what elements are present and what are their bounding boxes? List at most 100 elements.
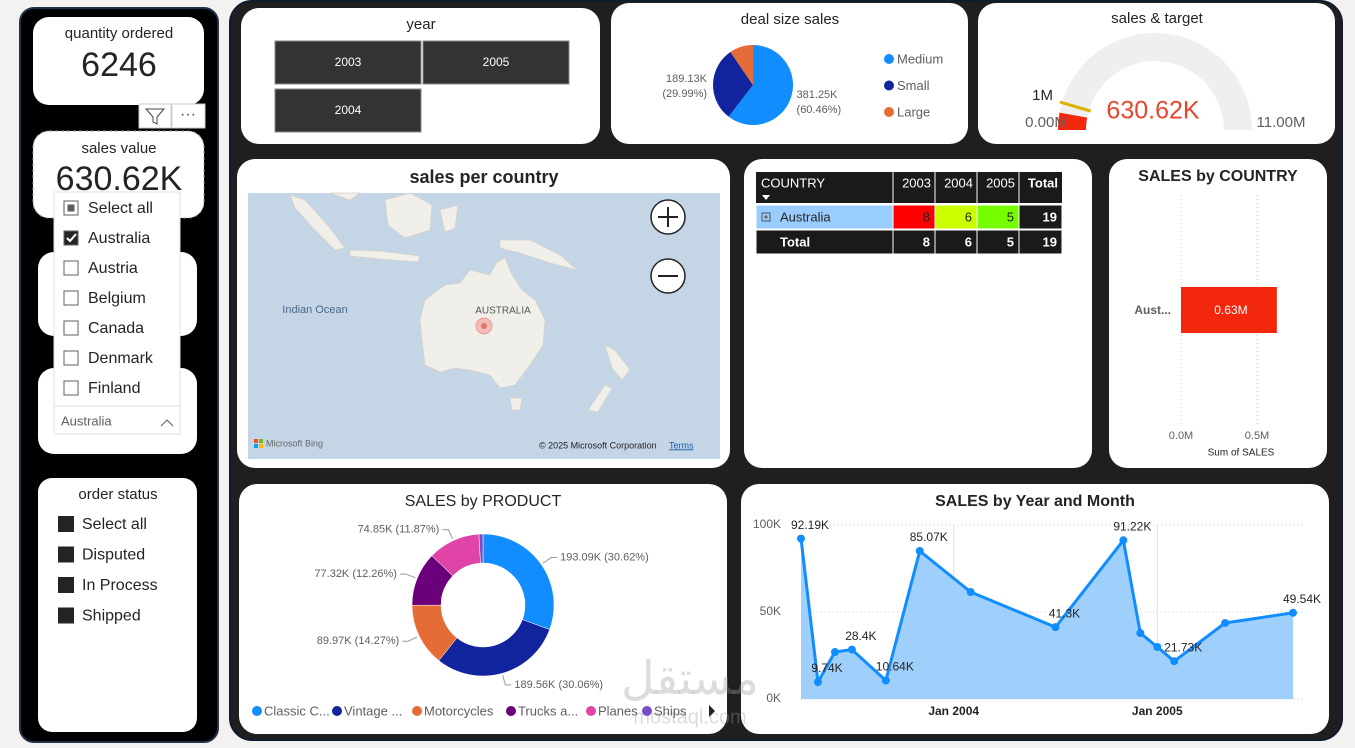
- point: [847, 645, 856, 654]
- year-button[interactable]: [274, 40, 422, 85]
- data-label: 41.3K: [1049, 606, 1080, 620]
- card-label: quantity ordered: [65, 25, 173, 42]
- matrix-value: 5: [1007, 209, 1014, 224]
- data-label: 21.73K: [1164, 640, 1202, 654]
- checkbox[interactable]: [63, 230, 79, 246]
- checkbox[interactable]: [63, 380, 79, 396]
- matrix-header-cell: Total: [1028, 175, 1058, 190]
- x-tick-label: Jan 2005: [1132, 704, 1183, 718]
- y-tick-label: 0K: [766, 691, 781, 705]
- legend-dot: [884, 54, 894, 64]
- data-label: 85.07K: [910, 530, 948, 544]
- dropdown-value: Australia: [61, 413, 112, 428]
- map-bubble-core: [481, 323, 487, 329]
- gauge-value: [1058, 112, 1088, 130]
- data-label: 91.22K: [1113, 519, 1151, 533]
- bing-logo: [254, 439, 258, 443]
- matrix-header-cell: COUNTRY: [761, 175, 825, 190]
- data-label: 189.56K (30.06%): [514, 679, 603, 691]
- watermark: مستقل: [621, 652, 759, 704]
- matrix-header-cell: 2003: [902, 175, 931, 190]
- data-label: 28.4K: [845, 629, 876, 643]
- matrix-cell: [755, 229, 894, 255]
- matrix-value: 6: [965, 209, 972, 224]
- year-button[interactable]: [422, 40, 570, 85]
- legend-dot: [586, 706, 596, 716]
- checkbox[interactable]: [63, 350, 79, 366]
- donut-slice: [438, 619, 550, 677]
- point: [966, 587, 975, 596]
- leader-line: [399, 573, 416, 579]
- checkbox[interactable]: [63, 260, 79, 276]
- slicer-item: Denmark: [88, 350, 154, 367]
- legend-label: Trucks a...: [518, 703, 578, 718]
- leader-line: [442, 529, 453, 539]
- donut-card: [239, 484, 727, 734]
- legend-dot: [332, 706, 342, 716]
- legend-dot: [642, 706, 652, 716]
- expand-icon[interactable]: [761, 212, 771, 222]
- chart-title: SALES by PRODUCT: [405, 493, 562, 510]
- legend-label: Large: [897, 104, 930, 119]
- matrix-value: 8: [923, 234, 930, 249]
- filter-glyph: [144, 108, 166, 125]
- legend-next[interactable]: [709, 705, 715, 717]
- slicer-item: Select all: [88, 200, 153, 217]
- card-value: 6246: [81, 46, 157, 84]
- caret: [160, 419, 174, 427]
- year-button-label: 2005: [483, 55, 510, 69]
- check-mark: [66, 233, 77, 243]
- data-label: 74.85K (11.87%): [358, 523, 440, 535]
- legend-dot: [412, 706, 422, 716]
- matrix-header-cell: 2005: [986, 175, 1015, 190]
- year-button-label: 2004: [335, 103, 362, 117]
- matrix-value: 6: [965, 234, 972, 249]
- map-label: Indian Ocean: [282, 304, 347, 316]
- watermark: mostaql.com: [633, 706, 746, 728]
- year-button[interactable]: [274, 88, 422, 133]
- x-axis-title: Sum of SALES: [1208, 448, 1275, 459]
- gauge-range-label: 11.00M: [1257, 114, 1306, 131]
- legend-label: Small: [897, 78, 930, 93]
- slicer-item: Canada: [88, 320, 144, 337]
- pie-slice: [713, 51, 753, 117]
- y-tick-label: 100K: [753, 517, 781, 531]
- legend-dot: [252, 706, 262, 716]
- sort-indicator: [762, 195, 770, 200]
- slicer-item: Australia: [88, 230, 150, 247]
- bing-logo: [259, 444, 263, 448]
- x-tick-label: Jan 2004: [928, 704, 979, 718]
- point: [1051, 623, 1060, 632]
- point: [797, 534, 805, 543]
- slicer-item: Disputed: [82, 547, 145, 564]
- donut-slice: [478, 533, 484, 564]
- bing-logo: [254, 444, 258, 448]
- data-label: 10.64K: [876, 660, 914, 674]
- checkbox[interactable]: [63, 320, 79, 336]
- expand-plus: [764, 215, 768, 219]
- checkbox[interactable]: [63, 290, 79, 306]
- point: [830, 648, 839, 657]
- zoom-in-glyph: [658, 207, 678, 227]
- leader-line: [502, 675, 512, 686]
- more-options[interactable]: [171, 103, 206, 129]
- checkbox[interactable]: [58, 577, 74, 593]
- checkbox[interactable]: [58, 607, 74, 624]
- matrix-cell: [976, 204, 1020, 230]
- gauge-target-label: 1M: [1032, 87, 1053, 104]
- filter-icon[interactable]: [138, 103, 172, 129]
- chart-title: SALES by COUNTRY: [1138, 168, 1298, 185]
- legend-label: Motorcycles: [424, 703, 494, 718]
- gauge-range-label: 0.00M: [1025, 114, 1067, 131]
- slicer-item: Finland: [88, 380, 140, 397]
- checkbox[interactable]: [58, 546, 74, 563]
- dropdown-box[interactable]: [53, 405, 181, 435]
- matrix-cell: [934, 204, 978, 230]
- checkbox[interactable]: [58, 516, 74, 532]
- point: [1119, 536, 1128, 545]
- point: [1136, 629, 1145, 638]
- map-terms[interactable]: Terms: [669, 440, 694, 450]
- matrix-cell: [755, 204, 894, 230]
